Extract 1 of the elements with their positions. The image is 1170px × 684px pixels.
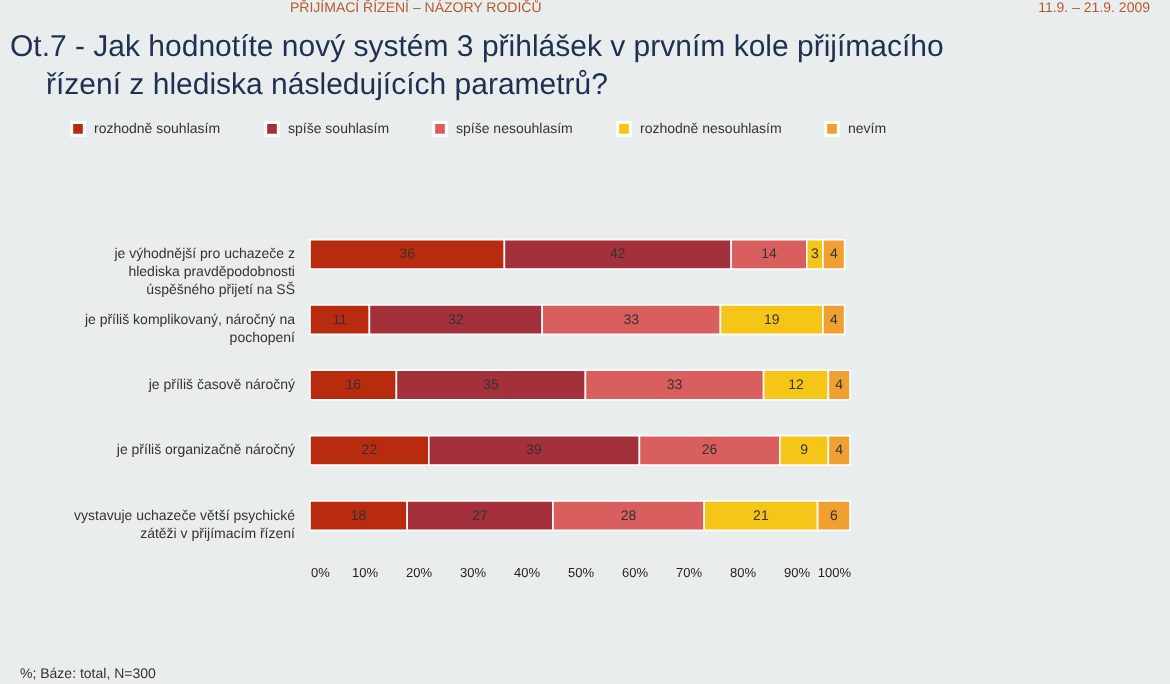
chart-title: Ot.7 - Jak hodnotíte nový systém 3 přihlášek v prvním kole přijímacího řízení z hlediska následujících parametrů?: [10, 30, 944, 102]
